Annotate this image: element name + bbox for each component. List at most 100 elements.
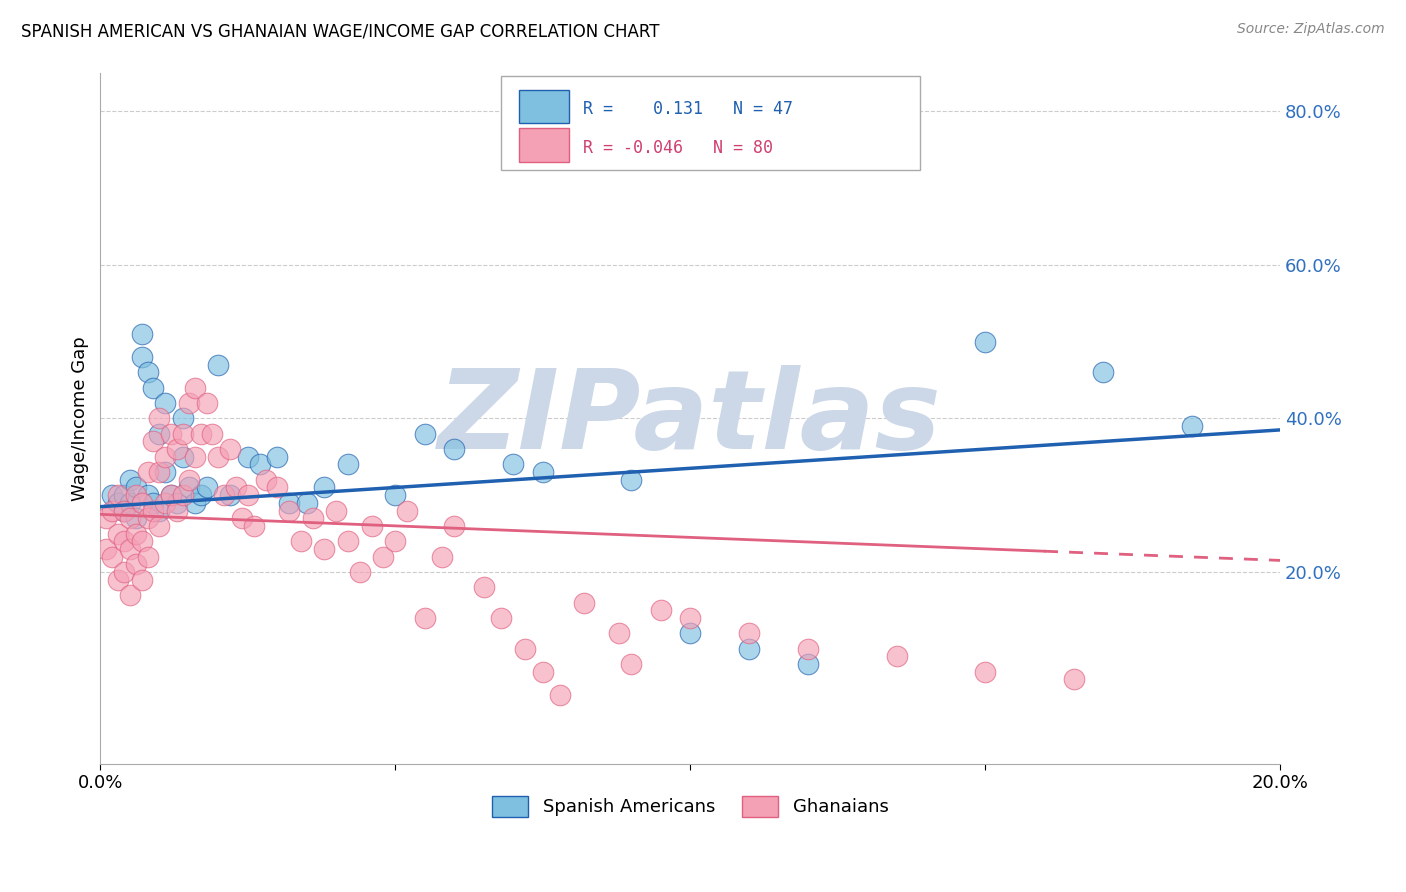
FancyBboxPatch shape xyxy=(502,77,921,169)
Point xyxy=(183,450,205,464)
Point xyxy=(531,465,554,479)
Point xyxy=(337,534,360,549)
Point xyxy=(118,588,141,602)
Text: R =    0.131   N = 47: R = 0.131 N = 47 xyxy=(583,100,793,118)
Point xyxy=(254,473,277,487)
Point xyxy=(166,503,188,517)
Point xyxy=(96,511,118,525)
Point xyxy=(325,503,347,517)
Point xyxy=(679,626,702,640)
Point xyxy=(396,503,419,517)
Point xyxy=(531,665,554,679)
Point xyxy=(225,481,247,495)
Point xyxy=(125,558,148,572)
Point xyxy=(349,565,371,579)
Point xyxy=(160,488,183,502)
Point xyxy=(360,519,382,533)
Point xyxy=(797,641,820,656)
Point xyxy=(620,657,643,671)
Point xyxy=(650,603,672,617)
Point xyxy=(219,442,242,456)
Point xyxy=(112,488,135,502)
Point xyxy=(136,511,159,525)
Point xyxy=(974,665,997,679)
Point xyxy=(886,649,908,664)
Point xyxy=(96,541,118,556)
Point xyxy=(107,488,129,502)
Point xyxy=(314,541,336,556)
Text: SPANISH AMERICAN VS GHANAIAN WAGE/INCOME GAP CORRELATION CHART: SPANISH AMERICAN VS GHANAIAN WAGE/INCOME… xyxy=(21,22,659,40)
Point xyxy=(148,503,170,517)
Point xyxy=(142,503,165,517)
Point xyxy=(107,526,129,541)
Point xyxy=(207,358,229,372)
Point xyxy=(1092,365,1115,379)
Point xyxy=(290,534,312,549)
Point xyxy=(432,549,454,564)
Point xyxy=(201,426,224,441)
Point xyxy=(172,450,194,464)
Point xyxy=(337,458,360,472)
Point xyxy=(172,488,194,502)
Point xyxy=(148,426,170,441)
Point xyxy=(125,488,148,502)
Point xyxy=(1180,419,1202,434)
Point xyxy=(136,488,159,502)
Point xyxy=(219,488,242,502)
Point xyxy=(142,496,165,510)
Text: Source: ZipAtlas.com: Source: ZipAtlas.com xyxy=(1237,22,1385,37)
Point xyxy=(443,519,465,533)
Point xyxy=(278,496,301,510)
FancyBboxPatch shape xyxy=(519,128,568,161)
Point xyxy=(118,496,141,510)
Text: R = -0.046   N = 80: R = -0.046 N = 80 xyxy=(583,138,773,157)
Point xyxy=(118,511,141,525)
Text: ZIPatlas: ZIPatlas xyxy=(439,365,942,472)
Point xyxy=(301,511,323,525)
Point xyxy=(131,350,153,364)
Point xyxy=(190,426,212,441)
Point xyxy=(148,519,170,533)
Legend: Spanish Americans, Ghanaians: Spanish Americans, Ghanaians xyxy=(485,789,896,824)
Point xyxy=(207,450,229,464)
Point xyxy=(609,626,631,640)
Point xyxy=(160,488,183,502)
Point xyxy=(136,465,159,479)
Point xyxy=(502,458,524,472)
Point xyxy=(266,450,288,464)
Point xyxy=(107,573,129,587)
Point xyxy=(177,396,200,410)
Point xyxy=(236,450,259,464)
Point xyxy=(142,434,165,449)
Point xyxy=(125,526,148,541)
Point xyxy=(679,611,702,625)
Point xyxy=(177,473,200,487)
Point xyxy=(513,641,536,656)
Point xyxy=(112,534,135,549)
Point xyxy=(278,503,301,517)
Point xyxy=(231,511,253,525)
Point xyxy=(183,496,205,510)
Point xyxy=(160,426,183,441)
Point xyxy=(112,565,135,579)
Point xyxy=(212,488,235,502)
Point xyxy=(125,511,148,525)
Point xyxy=(314,481,336,495)
Point xyxy=(183,381,205,395)
Point xyxy=(131,534,153,549)
Point xyxy=(155,450,177,464)
Point xyxy=(384,534,406,549)
Point xyxy=(112,503,135,517)
Point xyxy=(172,426,194,441)
Point xyxy=(107,496,129,510)
Point xyxy=(101,503,124,517)
Point xyxy=(125,481,148,495)
Point xyxy=(101,549,124,564)
Point xyxy=(177,481,200,495)
Point xyxy=(166,496,188,510)
Point xyxy=(443,442,465,456)
Point xyxy=(155,396,177,410)
Point xyxy=(620,473,643,487)
Point xyxy=(142,381,165,395)
Point xyxy=(101,488,124,502)
